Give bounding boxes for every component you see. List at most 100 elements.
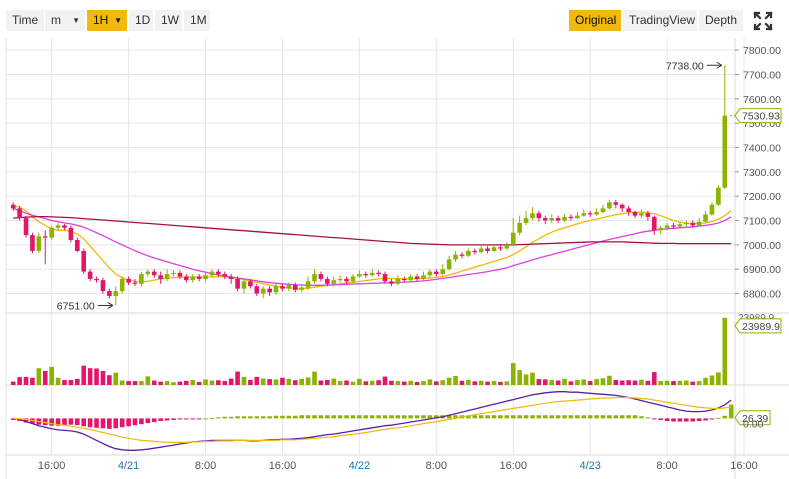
candle-body xyxy=(401,278,407,281)
candle-body xyxy=(286,285,292,289)
macd-histogram-bar xyxy=(23,418,29,423)
time-label[interactable]: Time xyxy=(6,10,44,31)
volume-bar xyxy=(312,371,317,385)
volume-bar xyxy=(280,377,285,385)
chart-canvas[interactable]: 23989.923989.9 26.390.00 7800.007700.007… xyxy=(0,38,789,479)
volume-bar xyxy=(350,381,356,385)
macd-histogram-bar xyxy=(536,415,542,419)
candle-body xyxy=(703,214,708,222)
volume-bar xyxy=(619,380,625,385)
candle xyxy=(446,255,452,271)
volume-bar xyxy=(68,379,74,385)
volume-bar xyxy=(530,372,535,385)
month-interval-button[interactable]: 1M xyxy=(184,10,210,31)
volume-bar xyxy=(581,379,587,385)
volume-bar xyxy=(325,379,330,385)
macd-histogram-bar xyxy=(562,415,567,419)
volume-bar xyxy=(10,381,16,385)
depth-tab[interactable]: Depth xyxy=(699,10,743,31)
candle-body xyxy=(427,271,433,276)
volume-bar xyxy=(126,381,131,385)
volume-bar xyxy=(331,378,337,385)
volume-bar xyxy=(369,380,375,385)
volume-bar xyxy=(389,380,394,385)
annotations: 7530.93 7738.00 6751.00 xyxy=(57,60,782,312)
candle-body xyxy=(600,208,606,213)
volume-bar xyxy=(228,378,234,385)
candle xyxy=(260,286,266,299)
candle-body xyxy=(562,216,567,221)
candle-body xyxy=(472,250,478,253)
candle xyxy=(42,230,48,265)
volume-bar xyxy=(151,380,157,385)
current-price-tag xyxy=(734,108,782,124)
volume-bar xyxy=(395,381,401,385)
expand-arrows-icon[interactable] xyxy=(752,10,774,32)
tradingview-tab[interactable]: TradingView xyxy=(623,10,697,31)
chart-toolbar: Time m ▼ 1H ▼ 1D 1W 1M Original TradingV… xyxy=(0,0,789,40)
macd-histogram-bar xyxy=(100,418,106,429)
volume-bar xyxy=(510,363,516,385)
volume-bar xyxy=(427,379,433,385)
candle xyxy=(453,250,458,262)
original-view-tab[interactable]: Original xyxy=(569,10,621,31)
candle xyxy=(440,264,446,276)
macd-histogram-bar xyxy=(434,415,439,419)
candle xyxy=(632,210,638,219)
candle xyxy=(568,214,574,221)
candle-body xyxy=(209,271,215,276)
volume-bar xyxy=(55,377,61,385)
macd-histogram-bar xyxy=(171,418,176,420)
candle xyxy=(55,222,61,231)
candle xyxy=(312,269,317,284)
macd-histogram-bar xyxy=(318,415,324,419)
minute-interval-select[interactable]: m ▼ xyxy=(45,10,85,31)
candle xyxy=(273,283,279,295)
macd-histogram-bar xyxy=(594,415,599,419)
candle xyxy=(164,269,170,282)
candle-body xyxy=(651,216,657,231)
time-tick-label: 4/23 xyxy=(579,460,600,472)
macd-dif-line xyxy=(13,391,732,451)
candle-body xyxy=(254,286,260,294)
volume-bar xyxy=(677,380,683,385)
candle xyxy=(331,276,337,287)
candle xyxy=(318,271,324,282)
week-interval-button[interactable]: 1W xyxy=(155,10,182,31)
candle xyxy=(542,215,548,225)
macd-histogram-bar xyxy=(331,415,337,419)
macd-histogram-bar xyxy=(369,415,375,419)
macd-histogram-bar xyxy=(549,415,555,419)
candle xyxy=(395,275,401,286)
candle xyxy=(363,271,369,278)
macd-histogram-bar xyxy=(10,418,16,420)
candle-body xyxy=(94,278,99,281)
macd-histogram-bar xyxy=(132,418,138,426)
candle xyxy=(549,214,555,223)
day-interval-button[interactable]: 1D xyxy=(129,10,153,31)
price-tick-label: 6800.00 xyxy=(743,289,781,301)
volume-bar xyxy=(177,381,183,385)
macd-histogram-bar xyxy=(325,415,330,419)
macd-histogram-bar xyxy=(664,418,670,421)
candle-body xyxy=(575,215,580,219)
pane-frames xyxy=(5,38,789,479)
candle-body xyxy=(369,272,375,276)
macd-histogram-bar xyxy=(716,417,721,419)
macd-histogram-bar xyxy=(651,418,657,420)
macd-histogram-bar xyxy=(235,416,240,419)
macd-histogram-bar xyxy=(190,418,196,420)
volume-bar xyxy=(382,376,388,385)
volume-bar xyxy=(190,379,196,385)
volume-bar xyxy=(286,378,292,385)
macd-histogram-bar xyxy=(645,417,651,419)
volume-bar xyxy=(171,382,176,385)
time-tick-label: 8:00 xyxy=(195,460,216,472)
hour-interval-select[interactable]: 1H ▼ xyxy=(87,10,127,31)
candle xyxy=(575,212,580,220)
time-tick-label: 4/21 xyxy=(118,460,139,472)
candle-body xyxy=(350,276,356,282)
price-tick-label: 7300.00 xyxy=(743,167,781,179)
candle-body xyxy=(626,208,631,213)
candle xyxy=(228,274,234,284)
